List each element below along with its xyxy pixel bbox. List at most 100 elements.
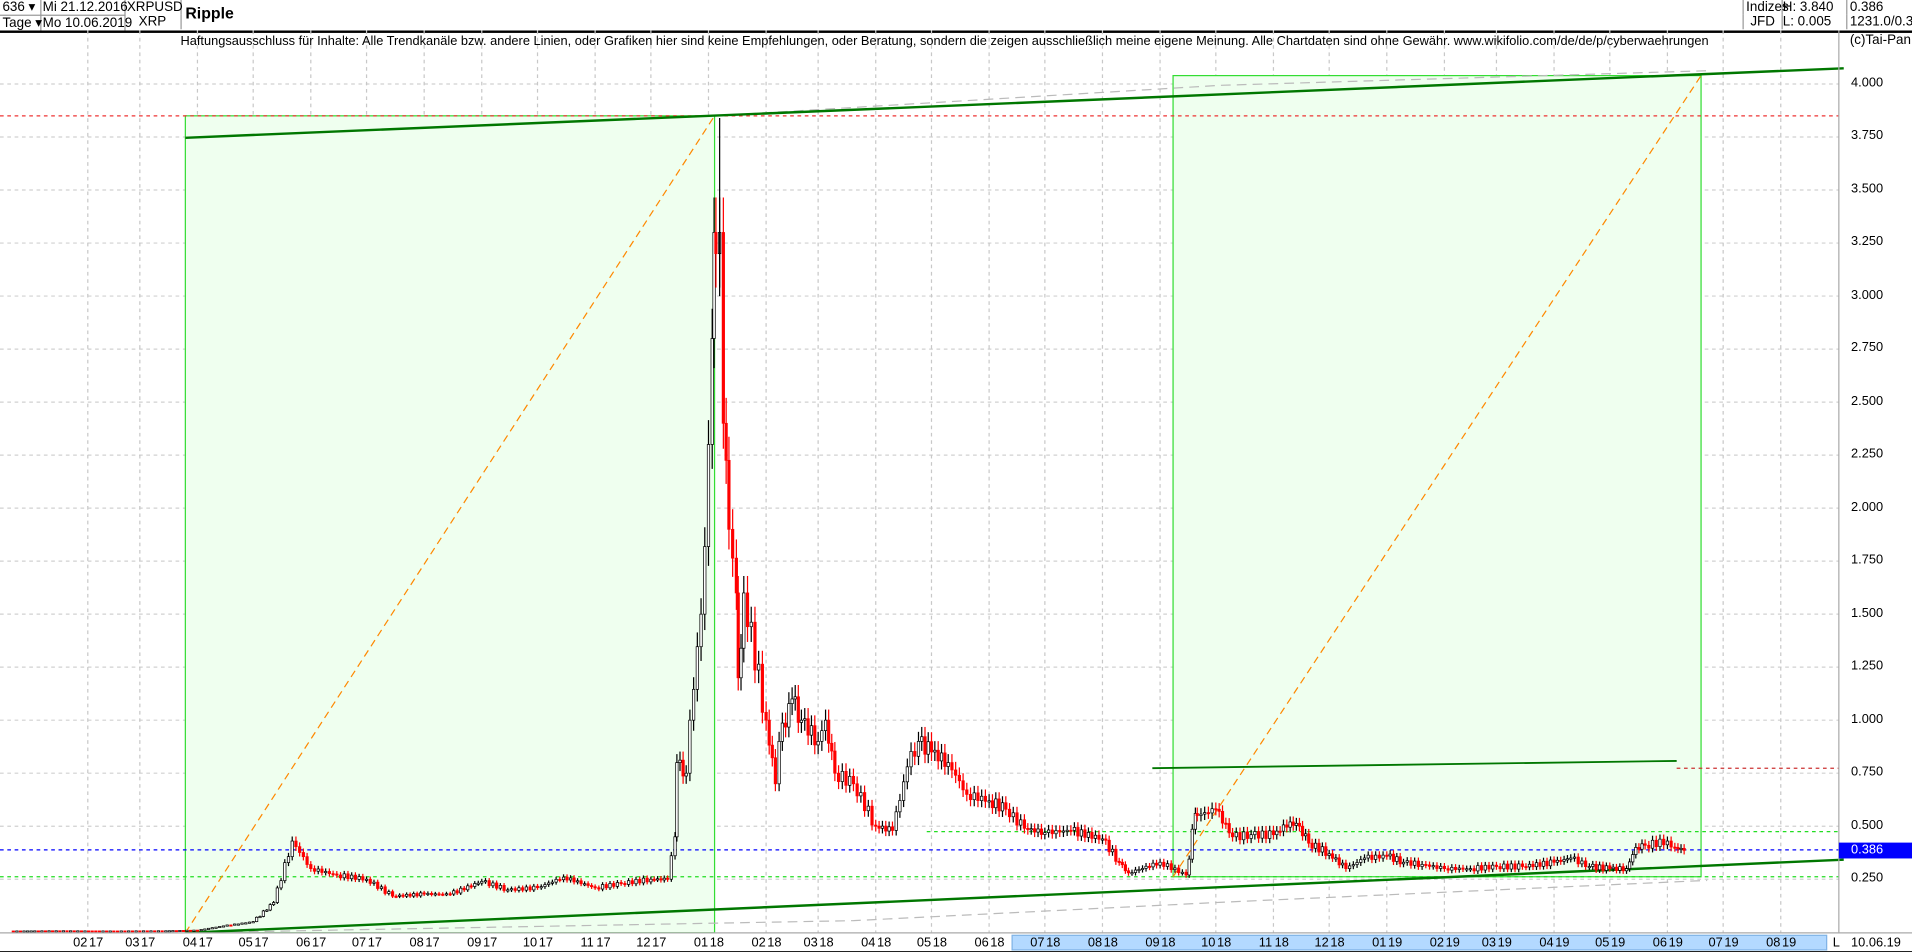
bars-count-dropdown[interactable]: 636 ▾ — [0, 0, 42, 15]
x-tick-month: 08 — [1087, 935, 1103, 950]
candle-body — [240, 922, 244, 925]
candle-body — [221, 925, 226, 928]
x-tick-year: 18 — [1103, 935, 1118, 950]
candle-body — [251, 921, 255, 924]
grey-trend-bottom[interactable] — [185, 879, 1708, 934]
candle-body — [830, 742, 834, 752]
candle-body — [1029, 828, 1033, 831]
candle-body — [827, 719, 831, 744]
candle-body — [419, 892, 423, 897]
candle-body — [736, 592, 740, 679]
x-tick-year: 18 — [767, 935, 782, 950]
candle-body — [524, 886, 528, 891]
candle-body — [1177, 867, 1181, 873]
candle-body — [1538, 862, 1542, 867]
candle-body — [94, 930, 98, 933]
diagonal-line-2[interactable] — [1172, 75, 1702, 878]
x-tick-month: 06 — [974, 935, 989, 950]
y-tick-label: 0.750 — [1851, 764, 1884, 780]
candle-body — [387, 891, 391, 894]
x-tick-year: 18 — [876, 935, 892, 950]
candle-body — [26, 930, 30, 933]
y-tick-label: 0.500 — [1851, 817, 1884, 833]
candle-body — [513, 888, 517, 891]
candle-body — [76, 930, 80, 933]
candle-body — [229, 924, 233, 927]
last-price-marker — [1838, 842, 1912, 859]
candle-body — [1100, 838, 1105, 841]
info-value: 1231.0/0.3 — [1849, 14, 1912, 30]
candle-body — [324, 871, 328, 874]
candle-body — [997, 798, 1001, 812]
x-tick-year: 17 — [482, 935, 498, 950]
candle-body — [645, 877, 649, 883]
candle-body — [1604, 865, 1608, 871]
candle-body — [972, 792, 976, 801]
candle-body — [1288, 821, 1292, 828]
candle-body — [623, 883, 627, 886]
candle-body — [721, 232, 725, 424]
candle-body — [1374, 854, 1378, 860]
trend-channel-top[interactable] — [185, 67, 1844, 140]
candle-body — [884, 825, 888, 832]
candle-body — [1359, 859, 1363, 863]
candle-body — [495, 882, 499, 889]
candle-body — [1224, 822, 1228, 825]
candle-body — [1446, 868, 1450, 871]
x-tick-year: 18 — [1330, 935, 1345, 950]
candle-body — [1472, 868, 1476, 872]
x-tick-month: 01 — [1372, 935, 1387, 950]
chart-title: Ripple — [185, 3, 234, 22]
candle-body — [214, 926, 218, 929]
candle-body — [138, 930, 142, 933]
candle-body — [1634, 847, 1638, 855]
diagonal-line-1[interactable] — [184, 115, 716, 934]
candle-body — [1465, 868, 1469, 871]
period-dropdown[interactable]: Tage ▾ — [0, 14, 42, 31]
start-date[interactable]: Mi 21.12.2016 — [40, 0, 128, 15]
candle-body — [1650, 839, 1655, 849]
candle-body — [29, 930, 33, 933]
range-box-1[interactable] — [184, 115, 716, 934]
candle-body — [1046, 829, 1051, 833]
x-tick-month: 12 — [1314, 935, 1329, 950]
candle-body — [844, 770, 848, 786]
trend-channel-bottom[interactable] — [185, 858, 1844, 935]
candle-body — [247, 921, 252, 924]
candle-body — [331, 873, 335, 876]
x-tick-month: 02 — [1429, 935, 1445, 950]
x-tick-month: 09 — [467, 935, 482, 950]
x-tick-year: 19 — [1388, 935, 1403, 950]
candle-body — [1601, 864, 1605, 871]
candle-body — [851, 775, 856, 785]
scale-mode-button[interactable]: L — [1832, 935, 1840, 950]
candle-body — [1340, 862, 1345, 866]
candle-body — [1297, 822, 1302, 827]
candle-body — [462, 887, 466, 891]
candle-body — [405, 893, 409, 897]
broker-label: JFD — [1742, 14, 1783, 30]
candle-body — [448, 893, 452, 896]
candle-body — [1184, 871, 1188, 876]
candle-body — [1130, 872, 1134, 875]
candle-body — [1665, 840, 1669, 846]
candle-body — [108, 930, 112, 933]
candle-body — [675, 762, 679, 838]
y-tick-label: 2.500 — [1851, 393, 1884, 409]
disclaimer-text: Haftungsausschluss für Inhalte: Alle Tre… — [180, 34, 1709, 49]
candle-body — [1405, 860, 1409, 863]
candle-body — [626, 880, 631, 885]
end-date[interactable]: Mo 10.06.2019 — [40, 14, 132, 31]
candle-body — [547, 882, 551, 885]
candle-body — [1621, 866, 1625, 872]
candle-body — [1442, 865, 1446, 869]
candle-body — [119, 930, 123, 933]
candle-body — [469, 885, 473, 888]
candle-body — [859, 792, 863, 797]
candle-body — [1310, 842, 1314, 849]
candle-body — [784, 722, 788, 728]
grey-trend-top[interactable] — [714, 70, 1708, 117]
time-axis-highlight[interactable] — [1011, 934, 1828, 951]
trend-short[interactable] — [1152, 759, 1677, 770]
